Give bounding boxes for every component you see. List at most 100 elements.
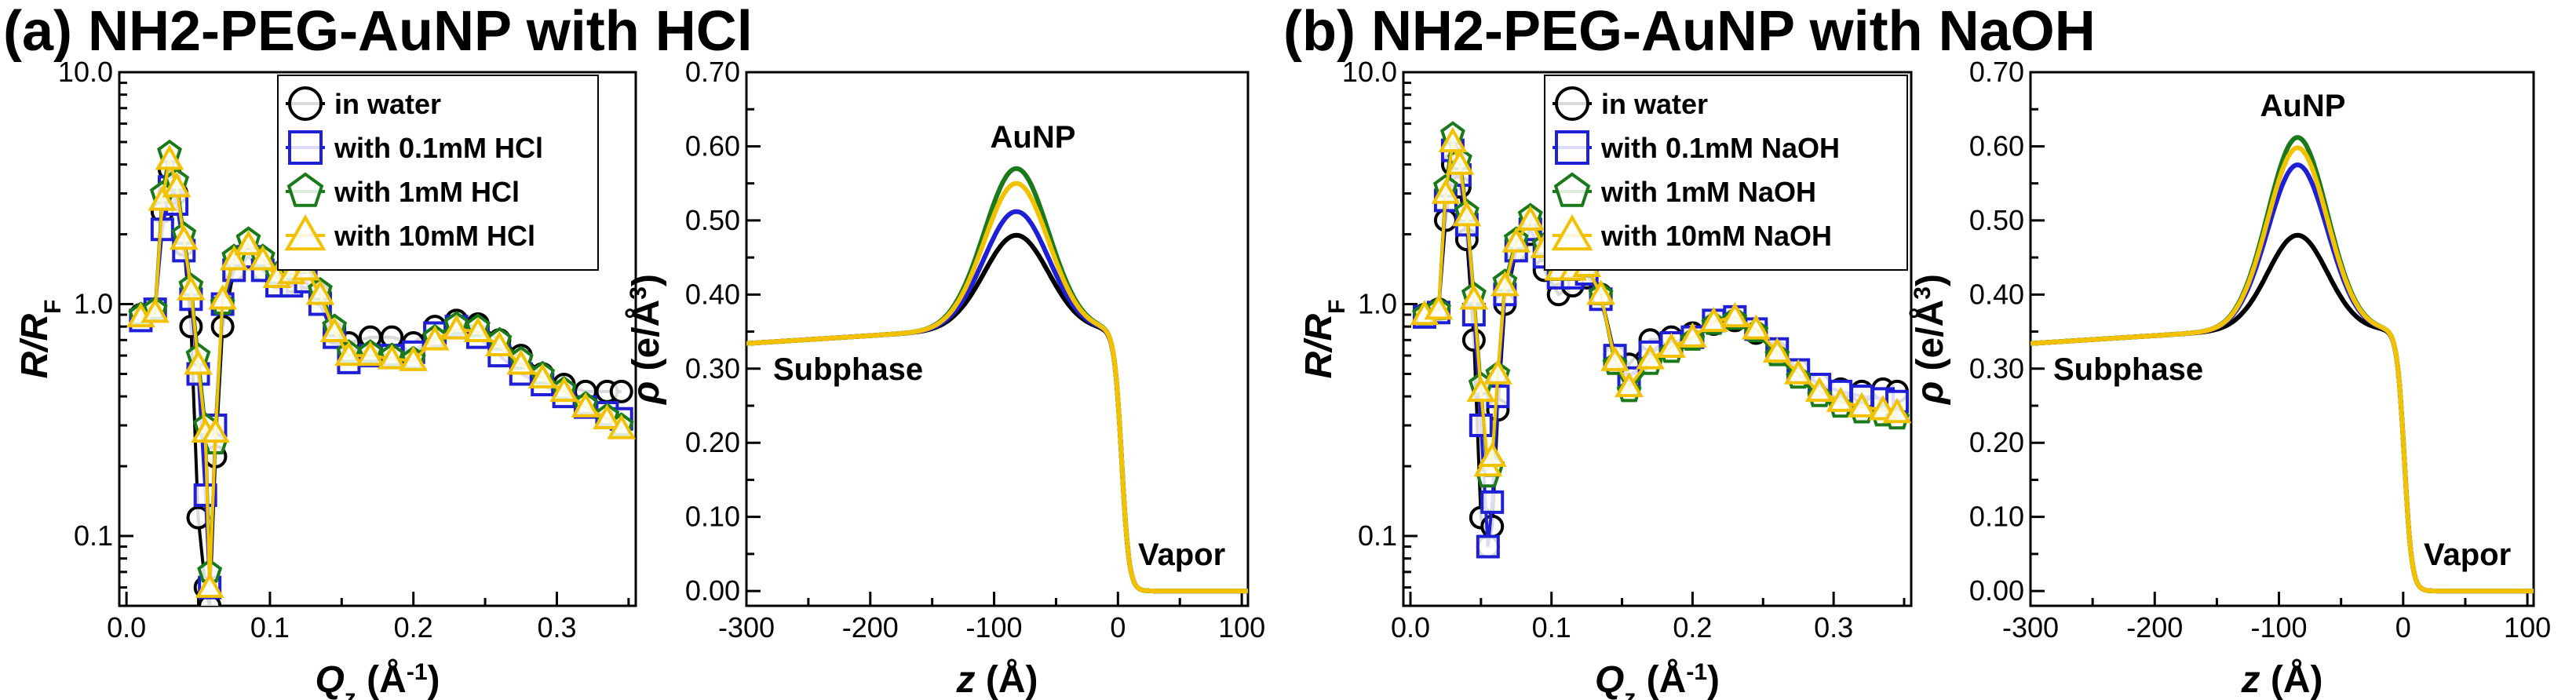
data-point	[148, 185, 177, 211]
data-point	[1741, 314, 1771, 340]
data-point	[1438, 126, 1468, 153]
x-tick-label: -300	[2002, 611, 2059, 643]
y-tick-label: 0.20	[685, 426, 740, 458]
data-point	[1480, 490, 1505, 514]
data-point	[377, 344, 407, 370]
x-tick-label: -100	[2251, 611, 2308, 643]
plot-frame	[2029, 71, 2535, 607]
y-tick-label: 0.00	[1969, 574, 2024, 607]
y-tick-label: 0.50	[685, 204, 740, 236]
data-point	[1615, 371, 1644, 398]
y-tick-label: 1.0	[74, 288, 113, 320]
annotation-vapor: Vapor	[1138, 538, 1225, 572]
y-tick-label: 0.60	[685, 129, 740, 162]
data-point	[1477, 441, 1507, 468]
y-tick-label: 0.70	[1969, 56, 2024, 88]
y-tick-label: 0.20	[1969, 426, 2024, 458]
y-tick-label: 0.1	[74, 520, 113, 552]
panel-b-title: (b) NH2-PEG-AuNP with NaOH	[1283, 0, 2096, 63]
plot-frame	[745, 71, 1250, 607]
data-point	[609, 379, 633, 403]
legend-label: with 1mM NaOH	[1600, 176, 1816, 208]
data-point	[1476, 534, 1500, 559]
data-point	[176, 275, 206, 301]
legend-marker	[1551, 213, 1593, 251]
density-line-low	[746, 209, 1248, 594]
data-point	[1586, 279, 1616, 305]
y-axis-label: R/RF	[14, 300, 66, 379]
data-point	[571, 392, 600, 417]
data-point	[162, 172, 192, 198]
data-point	[1424, 294, 1454, 320]
y-tick-label: 0.30	[1969, 352, 2024, 385]
data-point	[169, 224, 199, 250]
annotation-aunp: AuNP	[2260, 89, 2346, 123]
chart-a-density: -300 -200 -100 0 100 0.00 0.10 0.20 0.30 0.40 0.50…	[625, 56, 1265, 700]
data-point	[607, 414, 636, 439]
chart-b-reflectivity: 0.0 0.1 0.2 0.3 10.0 1.0 0.1 in water with 0.1mM…	[1298, 56, 1913, 700]
data-point	[356, 341, 385, 366]
data-point	[1678, 322, 1707, 348]
data-point	[1445, 149, 1475, 175]
data-point	[305, 279, 335, 305]
x-tick-label: 100	[1218, 611, 1265, 643]
data-point	[463, 316, 493, 342]
y-tick-label: 10.0	[58, 56, 113, 88]
chart-a-reflectivity: 0.0 0.1 0.2 0.3 10.0 1.0 0.1 in water with 0.1mM…	[14, 56, 637, 700]
x-tick-label: 0.0	[107, 611, 146, 643]
legend-label: in water	[334, 88, 441, 120]
legend-marker	[1555, 130, 1589, 165]
x-tick-label: -200	[2126, 611, 2183, 643]
data-point	[179, 315, 203, 339]
data-point	[506, 349, 536, 375]
data-point	[399, 345, 429, 371]
y-axis-label: R/RF	[1298, 300, 1350, 379]
data-point	[184, 349, 213, 375]
legend-marker	[288, 86, 323, 121]
y-tick-label: 10.0	[1342, 56, 1397, 88]
data-point	[248, 245, 278, 271]
data-point	[319, 316, 349, 342]
x-axis-label: Qz (Å-1)	[1595, 658, 1720, 700]
data-point	[1657, 332, 1686, 359]
x-tick-label: 0.2	[394, 611, 433, 643]
y-tick-label: 0.1	[1358, 520, 1397, 552]
data-point	[155, 144, 184, 170]
legend-label: with 10mM HCl	[334, 220, 535, 252]
annotation-aunp: AuNP	[991, 120, 1076, 155]
x-tick-label: 100	[2504, 611, 2551, 643]
data-point	[1636, 344, 1665, 370]
legend-marker	[1553, 172, 1591, 207]
y-tick-label: 0.10	[685, 501, 740, 533]
x-tick-label: 0.3	[1814, 611, 1853, 643]
y-tick-label: 0.60	[1969, 129, 2024, 162]
x-axis-label: z (Å)	[2241, 658, 2323, 700]
y-axis-label: ρ (e/Å3)	[1909, 274, 1951, 406]
data-point	[420, 325, 450, 351]
annotation-vapor: Vapor	[2424, 538, 2511, 572]
data-point	[234, 230, 263, 256]
legend-label: with 1mM HCl	[334, 176, 520, 208]
legend: in water with 0.1mM HCl with 1mM HCl with 1…	[277, 75, 599, 271]
x-tick-label: 0	[1110, 611, 1126, 643]
legend-box	[277, 75, 599, 271]
data-point	[527, 363, 557, 388]
x-tick-label: 0.2	[1673, 611, 1712, 643]
y-tick-label: 0.40	[685, 278, 740, 310]
data-point	[1431, 178, 1461, 204]
data-point	[1483, 359, 1512, 385]
data-point	[1882, 397, 1911, 424]
legend-label: with 10mM NaOH	[1600, 220, 1832, 252]
data-point	[201, 417, 230, 443]
x-tick-label: -300	[718, 611, 775, 643]
data-point	[1847, 392, 1877, 417]
data-point	[1600, 345, 1629, 371]
x-tick-label: 0.3	[537, 611, 576, 643]
x-axis-label: z (Å)	[956, 658, 1038, 700]
annotation-subphase: Subphase	[2053, 352, 2203, 387]
data-point	[208, 284, 237, 310]
density-line-high	[746, 180, 1248, 594]
y-tick-label: 0.00	[685, 574, 740, 607]
density-line-high	[2031, 145, 2534, 594]
chart-b-density: -300 -200 -100 0 100 0.00 0.10 0.20 0.30 0.40 0.50…	[1909, 56, 2551, 700]
